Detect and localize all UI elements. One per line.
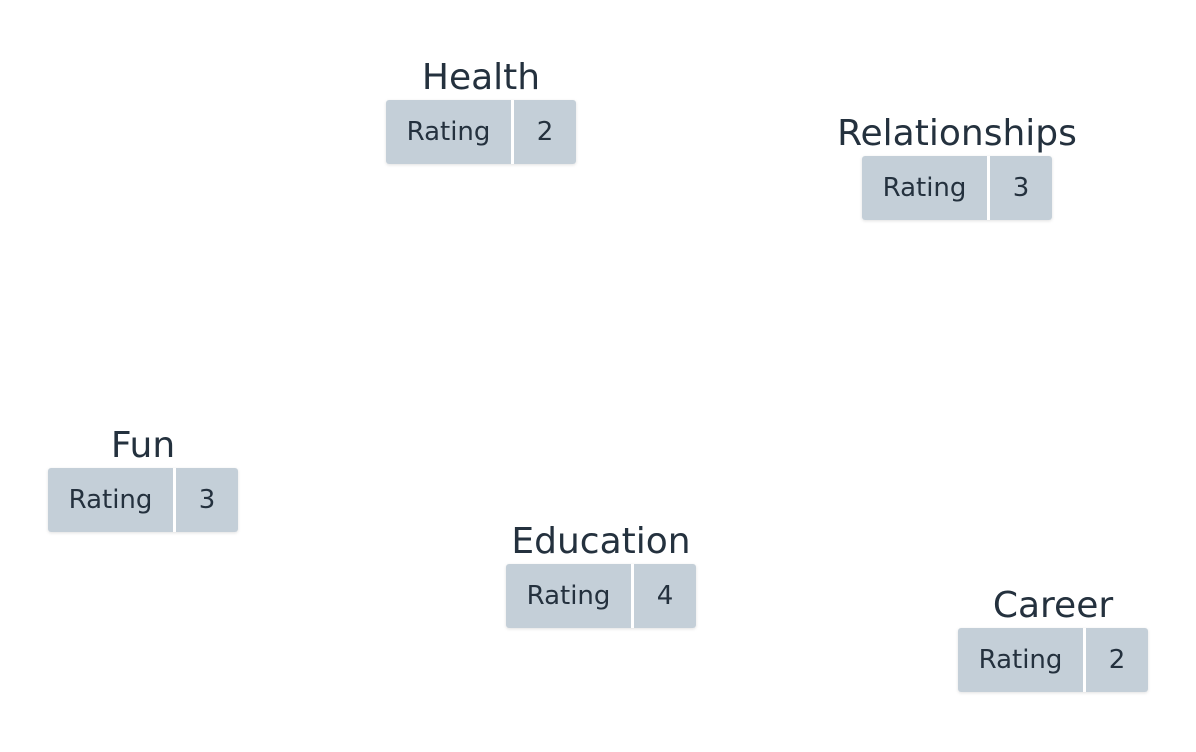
rating-value-career[interactable]: 2	[1086, 628, 1148, 692]
rating-label: Rating	[958, 628, 1083, 692]
rating-value-fun[interactable]: 3	[176, 468, 238, 532]
rating-divider	[631, 564, 634, 628]
node-fun: Fun Rating 3	[48, 424, 238, 532]
node-health: Health Rating 2	[386, 56, 576, 164]
rating-label: Rating	[862, 156, 987, 220]
rating-divider	[1083, 628, 1086, 692]
rating-widget-career[interactable]: Rating 2	[958, 628, 1148, 692]
rating-label: Rating	[48, 468, 173, 532]
rating-widget-fun[interactable]: Rating 3	[48, 468, 238, 532]
rating-widget-health[interactable]: Rating 2	[386, 100, 576, 164]
node-relationships: Relationships Rating 3	[837, 112, 1077, 220]
rating-divider	[173, 468, 176, 532]
rating-widget-relationships[interactable]: Rating 3	[862, 156, 1052, 220]
rating-label: Rating	[386, 100, 511, 164]
node-education: Education Rating 4	[506, 520, 696, 628]
node-title-relationships: Relationships	[837, 113, 1077, 154]
node-title-fun: Fun	[110, 425, 176, 466]
rating-value-relationships[interactable]: 3	[990, 156, 1052, 220]
rating-value-health[interactable]: 2	[514, 100, 576, 164]
rating-divider	[511, 100, 514, 164]
node-title-career: Career	[992, 585, 1114, 626]
rating-value-education[interactable]: 4	[634, 564, 696, 628]
node-career: Career Rating 2	[958, 584, 1148, 692]
node-title-health: Health	[421, 57, 541, 98]
rating-divider	[987, 156, 990, 220]
node-title-education: Education	[511, 521, 691, 562]
rating-widget-education[interactable]: Rating 4	[506, 564, 696, 628]
rating-label: Rating	[506, 564, 631, 628]
